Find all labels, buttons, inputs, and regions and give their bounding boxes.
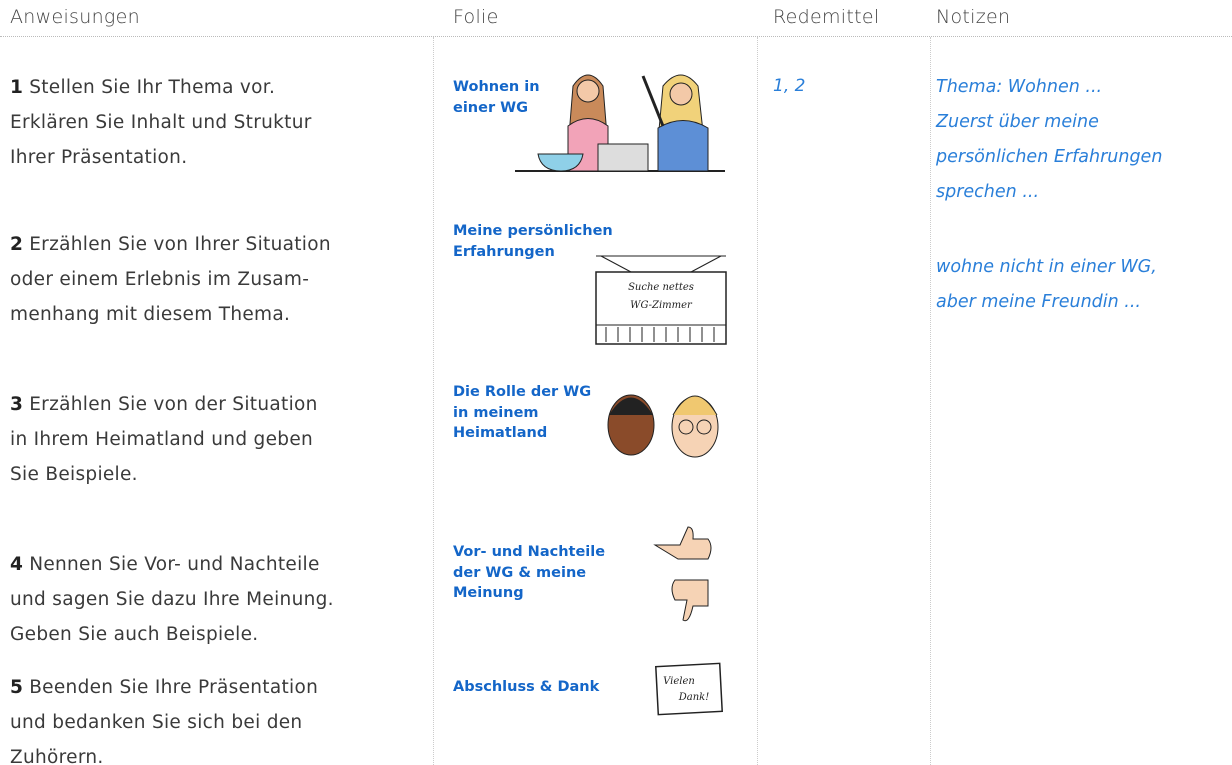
column-header: Redemittel — [773, 6, 880, 28]
card-text: Vielen — [663, 676, 695, 687]
slide-title-line: Vor- und Nachteile — [453, 544, 606, 560]
card-illustration: Vielen Dank! — [654, 662, 724, 716]
slide-title: Wohnen in einer WG — [453, 77, 540, 118]
note-line: Zuerst über meine — [936, 112, 1099, 132]
instruction-text: Stellen Sie Ihr Thema vor. — [29, 77, 276, 98]
instruction-line: Sie Beispiele. — [10, 457, 318, 492]
slide-title-line: Abschluss & Dank — [453, 679, 600, 695]
instruction-text: Erzählen Sie von Ihrer Situation — [29, 234, 331, 255]
column-divider — [757, 37, 758, 765]
slide-title-line: der WG & meine — [453, 564, 587, 581]
instruction-line: 1 Stellen Sie Ihr Thema vor. — [10, 70, 312, 105]
sign-illustration: Suche nettes WG-Zimmer — [595, 255, 727, 345]
step-number: 2 — [10, 234, 24, 255]
instruction-line: oder einem Erlebnis im Zusam- — [10, 262, 331, 297]
slide-title-line: in meinem — [453, 404, 539, 421]
instruction-text: menhang mit diesem Thema. — [10, 304, 291, 325]
instruction-text: und bedanken Sie sich bei den — [10, 712, 303, 733]
column-header: Folie — [453, 6, 499, 28]
faces-illustration — [607, 394, 719, 458]
note-line: persönlichen Erfahrungen — [936, 147, 1163, 167]
step-number: 4 — [10, 554, 24, 575]
step-number: 1 — [10, 77, 24, 98]
instruction-text: Beenden Sie Ihre Präsentation — [29, 677, 319, 698]
note-line: Thema: Wohnen ... — [936, 77, 1103, 97]
slide-title-line: Meine persönlichen — [453, 223, 613, 239]
instruction-line: 5 Beenden Sie Ihre Präsentation — [10, 670, 318, 705]
instruction-line: 3 Erzählen Sie von der Situation — [10, 387, 318, 422]
instruction: 4 Nennen Sie Vor- und Nachteile und sagen … — [10, 547, 334, 652]
sign-text: Suche nettes — [628, 282, 694, 293]
note: Thema: Wohnen ... Zuerst über meine persön… — [936, 70, 1162, 210]
instruction: 5 Beenden Sie Ihre Präsentation und bedank… — [10, 670, 318, 765]
slide-title-line: Erfahrungen — [453, 243, 555, 260]
instruction: 1 Stellen Sie Ihr Thema vor. Erklären Sie … — [10, 70, 312, 175]
slide-title-line: Heimatland — [453, 425, 548, 441]
instruction-text: in Ihrem Heimatland und geben — [10, 429, 314, 450]
note-line: wohne nicht in einer WG, — [936, 257, 1157, 277]
sign-text: WG-Zimmer — [630, 300, 693, 311]
slide-title-line: Die Rolle der WG — [453, 384, 592, 400]
instruction-line: in Ihrem Heimatland und geben — [10, 422, 318, 457]
instruction-line: menhang mit diesem Thema. — [10, 297, 331, 332]
instruction-text: Geben Sie auch Beispiele. — [10, 624, 259, 645]
instruction-line: Ihrer Präsentation. — [10, 140, 312, 175]
column-header: Anweisungen — [10, 6, 140, 28]
instruction-line: und bedanken Sie sich bei den — [10, 705, 318, 740]
slide-title: Abschluss & Dank — [453, 677, 599, 698]
instruction-line: 4 Nennen Sie Vor- und Nachteile — [10, 547, 334, 582]
instruction-text: Nennen Sie Vor- und Nachteile — [29, 554, 320, 575]
slide-title-line: Meinung — [453, 585, 524, 601]
instruction-text: und sagen Sie dazu Ihre Meinung. — [10, 589, 334, 610]
instruction-text: Sie Beispiele. — [10, 464, 138, 485]
instruction-line: und sagen Sie dazu Ihre Meinung. — [10, 582, 334, 617]
cooking-illustration — [515, 74, 725, 172]
redemittel: 1, 2 — [773, 76, 806, 96]
note-line: aber meine Freundin ... — [936, 292, 1141, 312]
instruction-line: 2 Erzählen Sie von Ihrer Situation — [10, 227, 331, 262]
column-divider — [433, 37, 434, 765]
thumbs-illustration — [653, 526, 712, 622]
slide-title-line: einer WG — [453, 99, 529, 116]
slide-title: Meine persönlichen Erfahrungen — [453, 221, 613, 262]
step-number: 5 — [10, 677, 24, 698]
column-divider — [930, 37, 931, 765]
instruction-text: Erzählen Sie von der Situation — [29, 394, 318, 415]
instruction-line: Geben Sie auch Beispiele. — [10, 617, 334, 652]
instruction-text: Ihrer Präsentation. — [10, 147, 188, 168]
instruction: 2 Erzählen Sie von Ihrer Situation oder ei… — [10, 227, 331, 332]
instruction: 3 Erzählen Sie von der Situation in Ihrem … — [10, 387, 318, 492]
slide-title-line: Wohnen in — [453, 79, 540, 95]
instruction-text: Erklären Sie Inhalt und Struktur — [10, 112, 312, 133]
slide-title: Vor- und Nachteile der WG & meine Meinung — [453, 542, 605, 604]
instruction-line: Zuhörern. — [10, 740, 318, 765]
header-rule — [0, 36, 1232, 37]
step-number: 3 — [10, 394, 24, 415]
instruction-text: Zuhörern. — [10, 747, 104, 765]
column-header: Notizen — [936, 6, 1011, 28]
note-line: sprechen ... — [936, 182, 1040, 202]
instruction-text: oder einem Erlebnis im Zusam- — [10, 269, 310, 290]
slide-title: Die Rolle der WG in meinem Heimatland — [453, 382, 591, 444]
card-text: Dank! — [678, 692, 710, 703]
note: wohne nicht in einer WG, aber meine Freun… — [936, 250, 1157, 320]
instruction-line: Erklären Sie Inhalt und Struktur — [10, 105, 312, 140]
